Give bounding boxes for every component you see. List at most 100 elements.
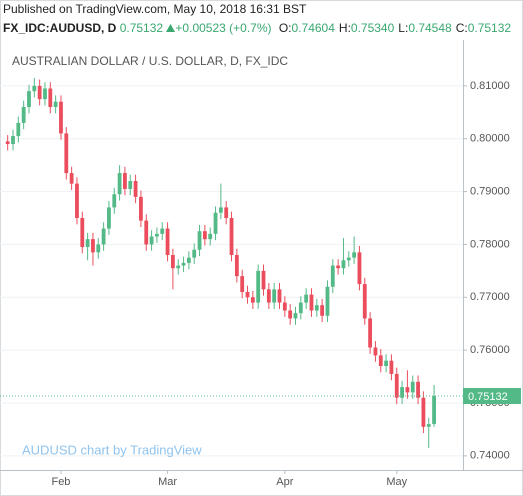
candle-body — [277, 289, 282, 303]
ohlc: O:0.74604 H:0.75340 L:0.74548 C:0.75132 — [275, 21, 511, 35]
candle-body — [384, 360, 388, 366]
candle-body — [405, 387, 410, 393]
ohlc-label: C: — [455, 21, 468, 35]
candle-body — [80, 218, 85, 248]
candle-body — [139, 196, 143, 221]
candle-body — [69, 173, 74, 184]
candle-body — [336, 265, 341, 269]
candle-body — [91, 239, 95, 253]
candle-body — [416, 381, 420, 398]
candle-body — [117, 173, 122, 195]
y-tick-label: 0.78000 — [470, 238, 510, 250]
candle-body — [96, 244, 101, 253]
candle-body — [218, 207, 223, 213]
ohlc-value: 0.74604 — [291, 21, 335, 35]
candle-body — [11, 136, 15, 145]
candle-body — [293, 313, 298, 319]
candle-body — [53, 101, 58, 108]
candle-body — [123, 173, 127, 189]
candle-body — [272, 289, 277, 303]
candle-body — [352, 252, 357, 258]
candle-body — [128, 181, 133, 189]
candle-body — [250, 297, 255, 303]
candle-body — [197, 231, 202, 250]
candle-body — [101, 228, 106, 245]
ohlc-label: L: — [398, 21, 409, 35]
candle-body — [21, 107, 26, 123]
candle-body — [346, 257, 351, 261]
candle-body — [320, 305, 325, 316]
candle-body — [213, 212, 218, 234]
candle-body — [304, 294, 309, 303]
symbol: FX_IDC:AUDUSD, D — [3, 21, 117, 35]
candle-body — [170, 255, 175, 269]
y-tick-label: 0.76000 — [470, 344, 510, 356]
candle-body — [16, 122, 21, 137]
published-line: Published on TradingView.com, May 10, 20… — [3, 2, 306, 16]
ohlc-value: 0.74548 — [408, 21, 452, 35]
candle-body — [240, 276, 245, 292]
candle-body — [224, 207, 229, 219]
up-arrow — [166, 24, 176, 32]
candle-body — [165, 228, 170, 255]
candle-body — [421, 397, 426, 427]
candle-body — [325, 286, 330, 316]
candle-body — [27, 91, 31, 108]
change: +0.00523 (+0.7%) — [175, 21, 272, 35]
candle-body — [357, 252, 362, 285]
candle-body — [181, 262, 186, 266]
candle-body — [160, 228, 165, 234]
candle-body — [107, 207, 111, 229]
ohlc-value: 0.75132 — [467, 21, 512, 35]
candle-body — [410, 381, 415, 393]
published: Published on TradingView.com, May 10, 20… — [3, 2, 307, 16]
candle-body — [48, 88, 53, 108]
candle-body — [389, 360, 394, 374]
candles — [5, 77, 436, 448]
candle-body — [64, 133, 69, 174]
candle-body — [373, 347, 378, 356]
candle-body — [149, 236, 154, 245]
candle-body — [234, 255, 239, 277]
candle-body — [133, 181, 138, 197]
candle-body — [37, 85, 42, 100]
candle-body — [309, 294, 314, 311]
candle-body — [378, 355, 383, 366]
candle-body — [256, 270, 261, 303]
candle-body — [202, 231, 207, 240]
candle-body — [59, 101, 63, 134]
candle-body — [288, 310, 293, 319]
candle-body — [85, 239, 90, 248]
last-price-label: 0.75132 — [468, 391, 508, 403]
grid — [0, 85, 463, 457]
candle-body — [282, 302, 287, 311]
candle-body — [155, 233, 159, 237]
candle-body — [400, 387, 404, 398]
candle-body — [266, 289, 271, 303]
last-price: 0.75132 — [119, 21, 164, 35]
x-tick-label: Feb — [51, 476, 70, 488]
candle-body — [341, 260, 346, 269]
candle-body — [261, 270, 266, 290]
candle-body — [144, 220, 149, 245]
candle-body — [176, 265, 181, 269]
candle-body — [432, 396, 436, 424]
candle-body — [330, 265, 335, 287]
x-tick-label: Apr — [276, 476, 293, 488]
chart-title: AUSTRALIAN DOLLAR / U.S. DOLLAR, D, FX_I… — [12, 54, 288, 68]
y-tick-label: 0.79000 — [470, 185, 510, 197]
candle-body — [314, 305, 319, 311]
y-tick-label: 0.80000 — [470, 133, 510, 145]
candle-body — [43, 88, 47, 100]
candle-body — [32, 85, 37, 92]
candle-body — [245, 291, 250, 298]
candle-body — [394, 373, 399, 398]
candle-body — [362, 284, 367, 319]
y-tick-label: 0.81000 — [470, 80, 510, 92]
ohlc-label: H: — [338, 21, 351, 35]
y-tick-label: 0.77000 — [470, 291, 510, 303]
ohlc-label: O: — [278, 21, 292, 35]
ohlc-value: 0.75340 — [350, 21, 395, 35]
x-tick-label: May — [386, 476, 407, 488]
